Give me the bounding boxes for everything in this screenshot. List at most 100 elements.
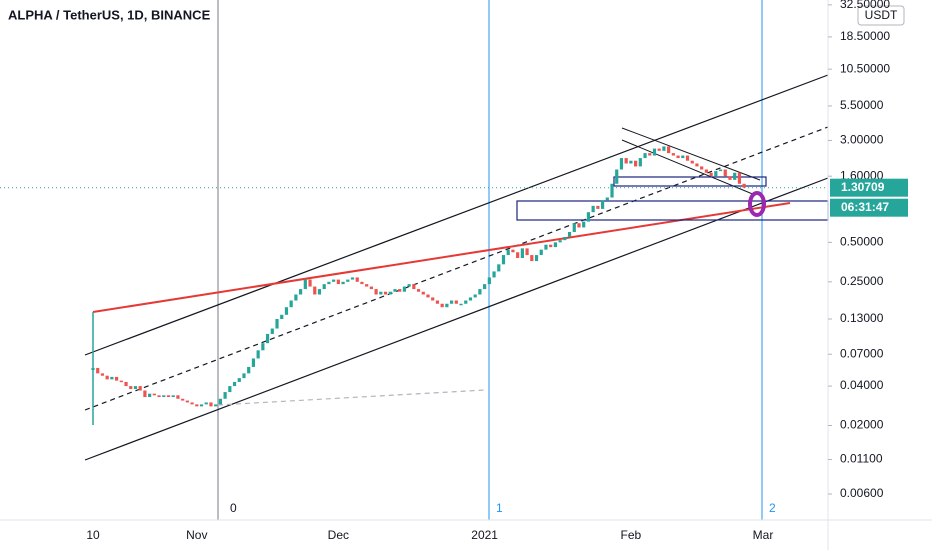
- candle: [195, 404, 199, 407]
- candle: [610, 183, 614, 198]
- candle: [629, 160, 633, 164]
- currency[interactable]: USDT: [865, 8, 898, 22]
- currency-box[interactable]: [857, 5, 905, 26]
- candle: [624, 158, 628, 164]
- candle: [383, 291, 388, 295]
- candle: [393, 289, 397, 292]
- candle: [473, 294, 477, 298]
- candle: [313, 286, 317, 295]
- candle: [232, 381, 237, 387]
- candle: [119, 380, 123, 383]
- candle: [582, 221, 586, 228]
- candle: [317, 289, 322, 295]
- y-tick-label: 0.02000: [840, 418, 884, 432]
- candle: [685, 155, 690, 161]
- y-tick-label: 32.50000: [840, 0, 890, 11]
- candle: [299, 289, 303, 295]
- candle: [728, 176, 732, 180]
- channel-mid: [84, 126, 829, 411]
- candle: [308, 279, 312, 287]
- marker-label: 2: [769, 501, 776, 515]
- candle: [218, 398, 222, 405]
- candle: [199, 404, 204, 407]
- candle: [733, 172, 737, 180]
- candle: [166, 395, 171, 398]
- x-tick-label: Feb: [621, 528, 642, 542]
- candle: [365, 284, 369, 287]
- candle: [487, 277, 491, 285]
- candle: [176, 395, 180, 399]
- candle: [431, 297, 435, 301]
- candle: [280, 314, 284, 320]
- candle: [322, 284, 326, 290]
- candle: [648, 153, 652, 156]
- candle: [704, 169, 708, 173]
- candle: [251, 358, 256, 367]
- drawings: [84, 0, 829, 520]
- candle: [459, 303, 463, 306]
- candle: [284, 307, 289, 315]
- candle: [662, 146, 666, 151]
- candle: [492, 271, 496, 278]
- candle: [549, 244, 553, 248]
- candle: [294, 294, 298, 301]
- candle: [157, 395, 161, 398]
- candle: [303, 279, 307, 290]
- candle: [341, 281, 345, 285]
- candle: [138, 386, 142, 391]
- candle: [591, 205, 595, 213]
- candle: [596, 205, 600, 209]
- price-label-box: [830, 178, 908, 197]
- candle: [652, 148, 657, 156]
- candle: [534, 255, 539, 262]
- candle: [214, 404, 218, 407]
- candle: [544, 244, 548, 250]
- candle: [586, 212, 591, 222]
- candle: [445, 303, 449, 308]
- candle: [374, 289, 378, 295]
- highlight-circle: [748, 191, 766, 217]
- candle: [350, 277, 355, 280]
- candle: [558, 240, 562, 243]
- candle: [336, 279, 340, 285]
- candle: [619, 158, 624, 170]
- candle: [700, 166, 704, 170]
- y-tick-label: 5.50000: [840, 98, 884, 112]
- dashed-line: [217, 389, 486, 406]
- candle: [105, 375, 109, 380]
- candle: [148, 393, 152, 398]
- candle: [657, 148, 661, 151]
- candle: [567, 231, 572, 237]
- candle: [563, 236, 567, 241]
- candle: [520, 248, 524, 258]
- candle: [114, 376, 119, 381]
- channel-lower: [84, 177, 829, 461]
- candle: [634, 160, 638, 167]
- candle: [468, 297, 473, 301]
- candle: [464, 300, 468, 304]
- candle: [421, 291, 425, 295]
- candle: [435, 300, 440, 304]
- y-tick-label: 0.25000: [840, 274, 884, 288]
- candle: [577, 223, 581, 228]
- candle: [355, 277, 359, 282]
- candle: [605, 197, 609, 201]
- candle: [681, 155, 685, 159]
- candle: [96, 367, 100, 374]
- candle: [181, 398, 185, 401]
- candle: [133, 386, 138, 389]
- candle: [124, 381, 128, 387]
- candle: [709, 172, 713, 177]
- x-tick-label: Dec: [328, 528, 349, 542]
- candle: [360, 281, 364, 285]
- zone-box: [613, 176, 767, 187]
- candle: [412, 284, 416, 290]
- x-tick-label: 2021: [471, 528, 498, 542]
- candle: [478, 289, 482, 295]
- candle: [525, 248, 529, 256]
- y-tick-label: 0.50000: [840, 235, 884, 249]
- candle: [553, 242, 557, 248]
- candle: [714, 171, 718, 177]
- candle: [129, 386, 133, 389]
